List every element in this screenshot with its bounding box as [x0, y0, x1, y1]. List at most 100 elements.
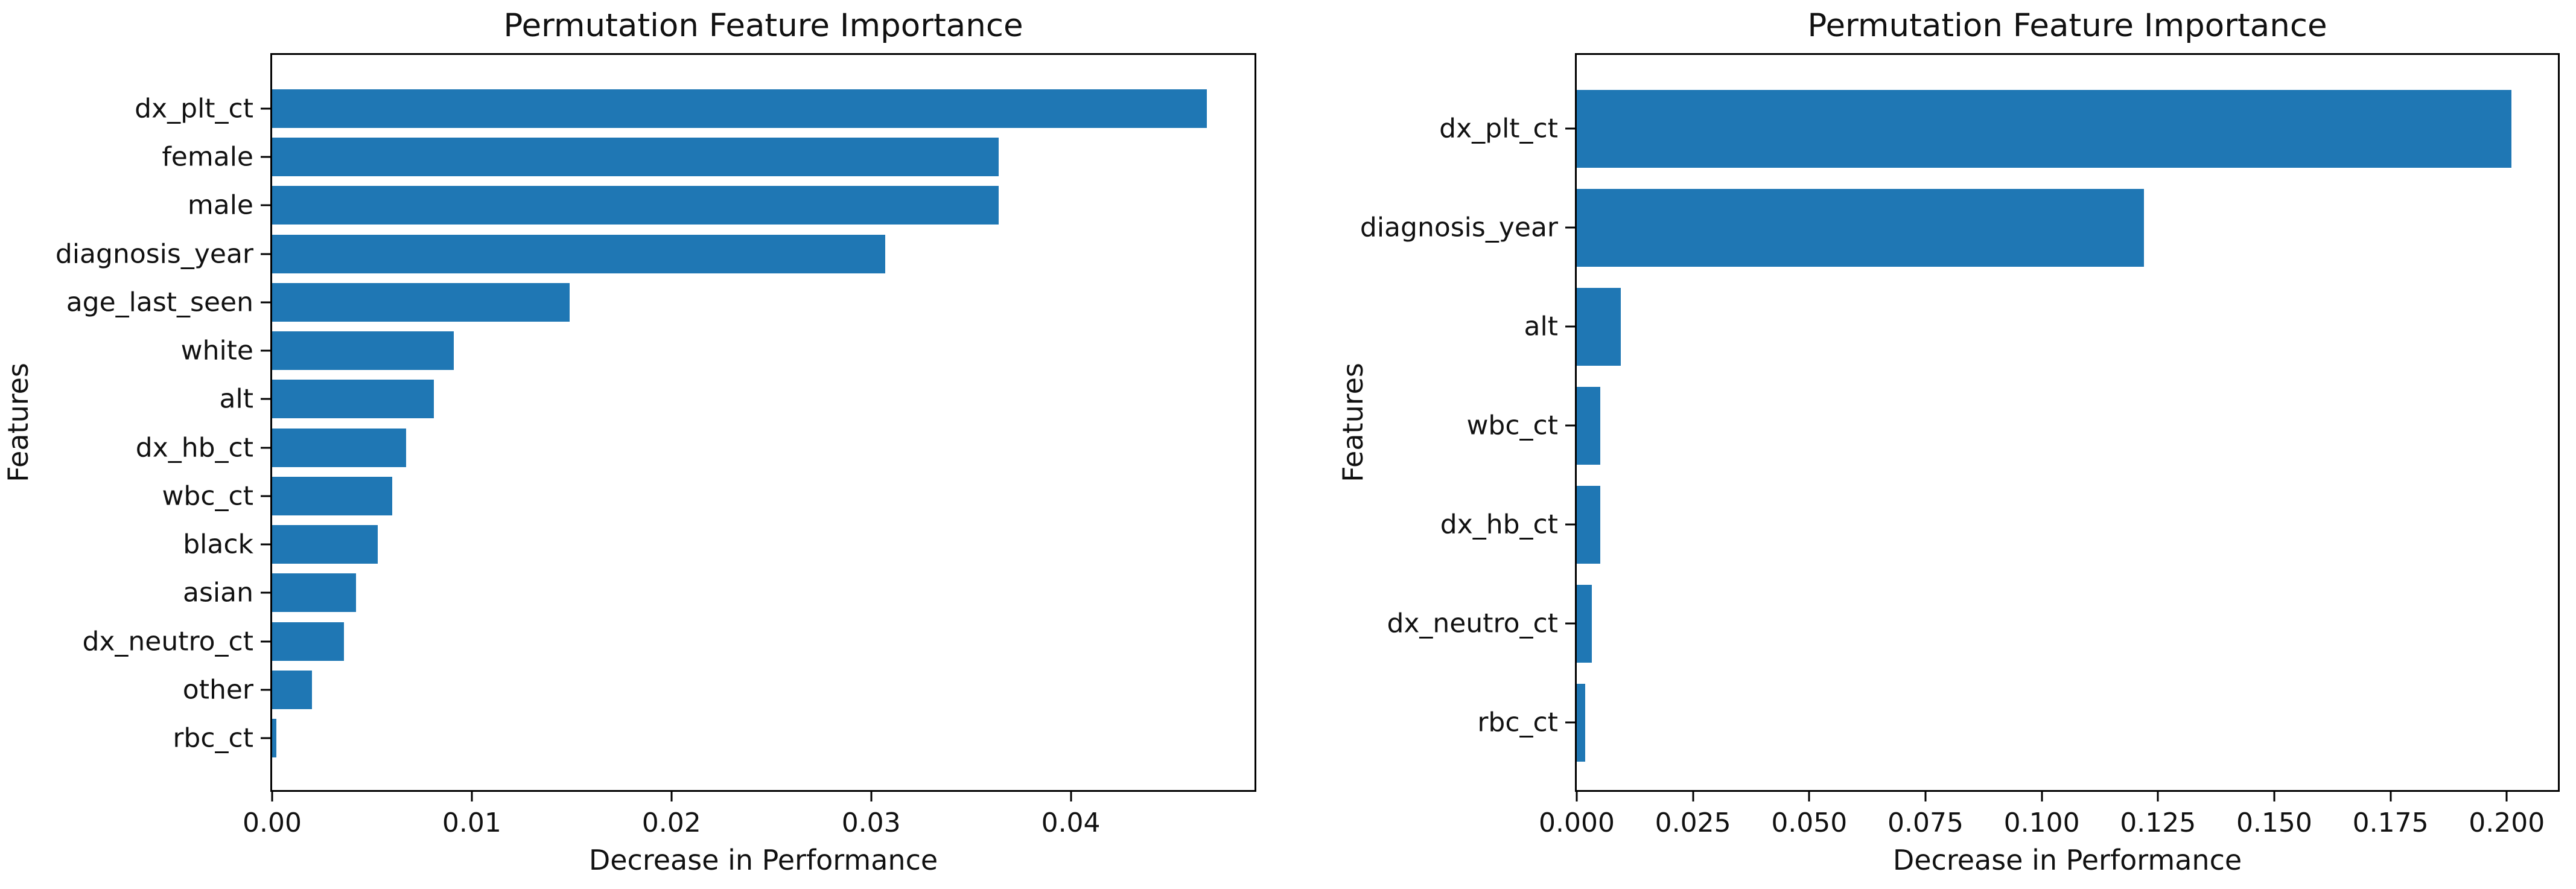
bar-male	[272, 186, 999, 225]
x-tick-mark	[1692, 792, 1694, 801]
y-tick-label-dx_hb_ct: dx_hb_ct	[135, 432, 253, 464]
x-tick-label-0.200: 0.200	[2469, 808, 2545, 838]
x-tick-mark	[2390, 792, 2392, 801]
x-tick-label-0.100: 0.100	[2003, 808, 2080, 838]
bar-female	[272, 138, 999, 177]
y-tick-label-rbc_ct: rbc_ct	[1477, 707, 1558, 738]
y-tick-mark	[261, 543, 270, 546]
left-chart-plot-area	[270, 53, 1256, 792]
x-tick-mark	[2157, 792, 2159, 801]
x-tick-label-0.01: 0.01	[442, 808, 501, 838]
x-tick-mark	[1808, 792, 1810, 801]
bar-alt	[1577, 287, 1621, 366]
y-tick-label-alt: alt	[1524, 311, 1558, 342]
x-tick-label-0.075: 0.075	[1887, 808, 1964, 838]
y-tick-mark	[261, 689, 270, 691]
y-tick-mark	[261, 107, 270, 110]
bar-dx_plt_ct	[1577, 89, 2511, 168]
right-chart-plot-area	[1575, 53, 2560, 792]
x-tick-label-0.03: 0.03	[841, 808, 901, 838]
x-tick-mark	[1924, 792, 1927, 801]
bar-wbc_ct	[1577, 386, 1600, 465]
y-tick-mark	[261, 349, 270, 352]
x-tick-mark	[1576, 792, 1578, 801]
y-tick-label-white: white	[180, 335, 253, 366]
y-tick-mark	[1565, 226, 1575, 229]
y-tick-mark	[1565, 523, 1575, 526]
y-tick-mark	[261, 640, 270, 643]
y-tick-label-alt: alt	[219, 383, 253, 415]
bar-dx_neutro_ct	[272, 622, 345, 661]
bar-asian	[272, 573, 356, 613]
x-tick-label-0.150: 0.150	[2236, 808, 2312, 838]
y-tick-label-asian: asian	[183, 577, 253, 608]
y-tick-mark	[261, 156, 270, 158]
y-tick-label-female: female	[162, 141, 253, 173]
y-tick-label-dx_neutro_ct: dx_neutro_ct	[1387, 608, 1558, 639]
bar-dx_neutro_ct	[1577, 584, 1592, 663]
right-chart-ylabel: Features	[1337, 363, 1369, 482]
left-chart-xlabel: Decrease in Performance	[588, 844, 938, 876]
y-tick-mark	[1565, 127, 1575, 130]
y-tick-mark	[261, 204, 270, 206]
x-tick-label-0.02: 0.02	[641, 808, 701, 838]
x-tick-mark	[471, 792, 473, 801]
x-tick-mark	[1070, 792, 1072, 801]
bar-dx_plt_ct	[272, 89, 1207, 128]
bar-age_last_seen	[272, 282, 570, 322]
bar-other	[272, 670, 313, 709]
bar-white	[272, 331, 454, 371]
y-tick-mark	[261, 591, 270, 594]
x-tick-label-0.04: 0.04	[1041, 808, 1101, 838]
y-tick-mark	[261, 495, 270, 497]
y-tick-label-dx_plt_ct: dx_plt_ct	[135, 93, 253, 124]
left-chart-ylabel: Features	[2, 363, 34, 482]
y-tick-mark	[261, 447, 270, 449]
x-tick-label-0.050: 0.050	[1771, 808, 1848, 838]
bar-diagnosis_year	[1577, 188, 2145, 267]
y-tick-label-dx_hb_ct: dx_hb_ct	[1440, 509, 1558, 540]
x-tick-mark	[271, 792, 273, 801]
y-tick-label-wbc_ct: wbc_ct	[162, 480, 253, 512]
y-tick-label-black: black	[183, 529, 253, 560]
y-tick-label-wbc_ct: wbc_ct	[1466, 410, 1558, 441]
bar-alt	[272, 380, 434, 419]
y-tick-label-dx_plt_ct: dx_plt_ct	[1439, 113, 1558, 144]
bar-diagnosis_year	[272, 234, 885, 273]
right-chart-title: Permutation Feature Importance	[1807, 7, 2327, 44]
left-chart-title: Permutation Feature Importance	[503, 7, 1023, 44]
y-tick-mark	[261, 398, 270, 400]
y-tick-mark	[261, 737, 270, 739]
y-tick-label-dx_neutro_ct: dx_neutro_ct	[82, 626, 253, 657]
y-tick-mark	[1565, 325, 1575, 328]
bar-wbc_ct	[272, 476, 392, 515]
y-tick-mark	[1565, 622, 1575, 625]
x-tick-label-0.175: 0.175	[2352, 808, 2429, 838]
x-tick-label-0.125: 0.125	[2120, 808, 2196, 838]
y-tick-mark	[261, 253, 270, 255]
bar-black	[272, 525, 378, 564]
y-tick-label-male: male	[187, 190, 253, 221]
x-tick-label-0.025: 0.025	[1655, 808, 1731, 838]
y-tick-label-diagnosis_year: diagnosis_year	[55, 238, 253, 270]
y-tick-mark	[1565, 721, 1575, 724]
y-tick-label-diagnosis_year: diagnosis_year	[1360, 212, 1558, 243]
y-tick-label-age_last_seen: age_last_seen	[66, 287, 253, 318]
y-tick-label-rbc_ct: rbc_ct	[173, 722, 253, 754]
x-tick-mark	[2505, 792, 2508, 801]
x-tick-label-0.00: 0.00	[243, 808, 302, 838]
x-tick-mark	[670, 792, 673, 801]
x-tick-mark	[870, 792, 873, 801]
x-tick-mark	[2041, 792, 2043, 801]
x-tick-label-0.000: 0.000	[1539, 808, 1615, 838]
y-tick-label-other: other	[182, 674, 253, 706]
bar-dx_hb_ct	[1577, 485, 1600, 564]
x-tick-mark	[2273, 792, 2275, 801]
y-tick-mark	[261, 301, 270, 304]
bar-dx_hb_ct	[272, 428, 406, 467]
bar-rbc_ct	[272, 718, 276, 757]
bar-rbc_ct	[1577, 683, 1585, 762]
y-tick-mark	[1565, 424, 1575, 427]
right-chart-xlabel: Decrease in Performance	[1892, 844, 2242, 876]
